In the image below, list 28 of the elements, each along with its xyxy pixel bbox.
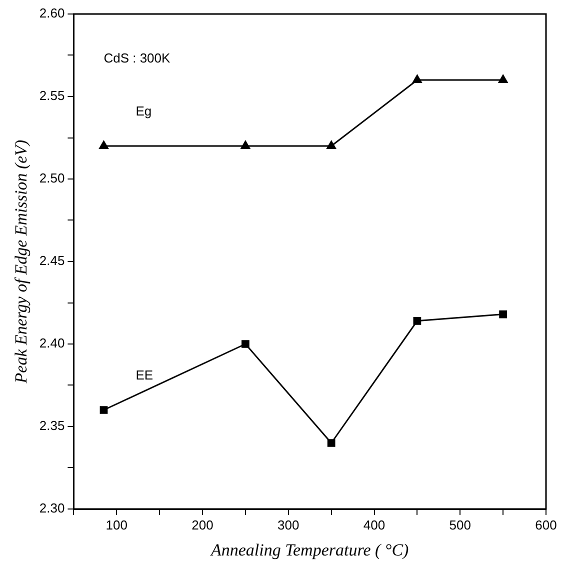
y-tick-label: 2.60 <box>39 6 65 21</box>
point <box>326 140 336 149</box>
point <box>498 74 508 83</box>
annotation: CdS : 300K <box>104 50 171 66</box>
x-tick-label: 400 <box>363 517 386 532</box>
y-tick-label: 2.30 <box>39 500 65 516</box>
point <box>100 406 108 414</box>
x-tick-label: 200 <box>192 517 214 532</box>
y-tick-label: 2.40 <box>39 336 65 351</box>
y-axis-title: Peak Energy of Edge Emission (eV) <box>12 139 31 384</box>
point <box>499 310 507 318</box>
y-tick-label: 2.35 <box>39 418 65 434</box>
series-label: EE <box>136 368 154 383</box>
point <box>242 340 250 348</box>
point <box>99 140 108 149</box>
point <box>240 140 250 149</box>
x-axis-title: Annealing Temperature ( °C) <box>210 540 410 560</box>
text: Eg <box>136 104 152 119</box>
point <box>412 74 422 83</box>
point <box>327 439 336 447</box>
point <box>413 316 422 325</box>
y-tick-label: 2.50 <box>39 170 65 186</box>
y-tick-label: 2.45 <box>39 253 65 268</box>
y-tick-label: 2.55 <box>39 88 65 104</box>
x-tick-label: 600 <box>535 517 557 532</box>
x-tick-label: 500 <box>449 517 471 532</box>
x-tick-label: 300 <box>278 517 300 532</box>
x-tick-label: 100 <box>106 517 128 532</box>
